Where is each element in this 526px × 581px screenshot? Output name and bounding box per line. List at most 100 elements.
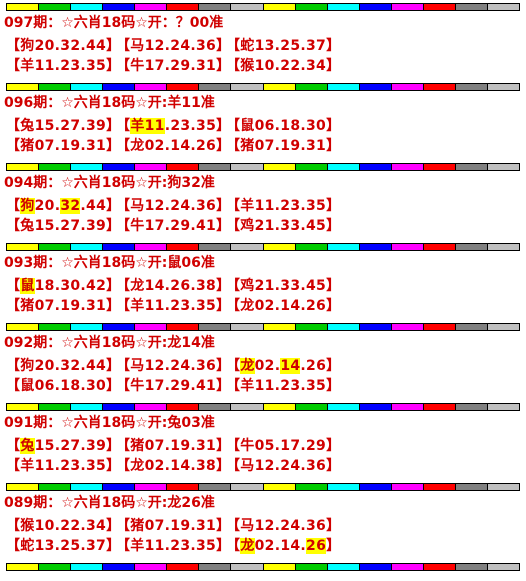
bar-cell xyxy=(231,164,264,170)
item-text: .23.35】 xyxy=(164,118,231,134)
item-text: 【牛17.29.41】 xyxy=(116,378,231,394)
bar-cell xyxy=(359,84,392,90)
period-header: 091期：☆六肖18码☆开:兔03准 xyxy=(4,415,215,431)
item-text: 【猪07.19.31】 xyxy=(226,138,341,154)
color-bar xyxy=(6,83,520,91)
zodiac-item: 【猴10.22.34】 xyxy=(6,515,120,535)
bar-cell xyxy=(39,84,72,90)
item-text: 【猪07.19.31】 xyxy=(6,298,121,314)
color-bar xyxy=(6,403,520,411)
zodiac-item: 【鸡21.33.45】 xyxy=(226,215,340,235)
zodiac-item: 【马12.24.36】 xyxy=(116,35,230,55)
bar-cell xyxy=(295,84,328,90)
bar-cell xyxy=(71,404,104,410)
bar-cell xyxy=(327,244,360,250)
zodiac-item: 【龙02.14.26】 xyxy=(226,535,340,555)
bar-cell xyxy=(487,484,519,490)
zodiac-item: 【鼠06.18.30】 xyxy=(226,115,340,135)
item-text: 【羊11.23.35】 xyxy=(226,198,341,214)
item-text: 【羊11.23.35】 xyxy=(6,458,121,474)
item-text: .44】 xyxy=(80,198,121,214)
zodiac-item: 【兔15.27.39】 xyxy=(6,115,120,135)
bar-cell xyxy=(7,4,40,10)
period-block: 091期：☆六肖18码☆开:兔03准 【兔15.27.39】【猪07.19.31】… xyxy=(0,403,526,483)
bar-cell xyxy=(231,84,264,90)
bar-cell xyxy=(327,84,360,90)
item-text: 18.30.42】 xyxy=(34,278,121,294)
bar-cell xyxy=(135,244,168,250)
bar-cell xyxy=(295,564,328,570)
bar-cell xyxy=(167,164,200,170)
bar-cell xyxy=(167,404,200,410)
item-text: 【龙02.14.26】 xyxy=(226,298,341,314)
bar-cell xyxy=(391,564,424,570)
hit-highlight: 32 xyxy=(60,198,81,214)
item-text: 【鼠06.18.30】 xyxy=(226,118,341,134)
bar-cell xyxy=(135,564,168,570)
bar-cell xyxy=(39,564,72,570)
color-bar xyxy=(6,243,520,251)
zodiac-item: 【牛05.17.29】 xyxy=(226,435,340,455)
bar-cell xyxy=(39,324,72,330)
zodiac-item: 【狗20.32.44】 xyxy=(6,195,120,215)
number-row: 【猪07.19.31】【羊11.23.35】【龙02.14.26】 xyxy=(6,295,340,315)
item-text: 15.27.39】 xyxy=(34,438,121,454)
item-text: 【蛇13.25.37】 xyxy=(226,38,341,54)
zodiac-item: 【猪07.19.31】 xyxy=(6,135,120,155)
bar-cell xyxy=(359,164,392,170)
bar-cell xyxy=(263,164,296,170)
zodiac-item: 【马12.24.36】 xyxy=(226,515,340,535)
period-header: 094期：☆六肖18码☆开:狗32准 xyxy=(4,175,215,191)
zodiac-item: 【马12.24.36】 xyxy=(116,195,230,215)
bar-cell xyxy=(71,244,104,250)
item-text: 【牛05.17.29】 xyxy=(226,438,341,454)
bar-cell xyxy=(199,4,232,10)
bar-cell xyxy=(295,164,328,170)
number-row: 【蛇13.25.37】【羊11.23.35】【龙02.14.26】 xyxy=(6,535,340,555)
bar-cell xyxy=(199,404,232,410)
bar-cell xyxy=(455,484,488,490)
period-block: 092期：☆六肖18码☆开:龙14准 【狗20.32.44】【马12.24.36】… xyxy=(0,323,526,403)
bar-cell xyxy=(423,4,456,10)
zodiac-item: 【牛17.29.41】 xyxy=(116,215,230,235)
bar-cell xyxy=(167,324,200,330)
zodiac-item: 【猪07.19.31】 xyxy=(116,515,230,535)
item-text: 【羊11.23.35】 xyxy=(116,298,231,314)
number-row: 【鼠06.18.30】【牛17.29.41】【羊11.23.35】 xyxy=(6,375,340,395)
zodiac-item: 【鸡21.33.45】 xyxy=(226,275,340,295)
item-text: 【龙02.14.38】 xyxy=(116,458,231,474)
item-text: 【羊11.23.35】 xyxy=(116,538,231,554)
bar-cell xyxy=(71,324,104,330)
hit-highlight: 兔 xyxy=(20,438,35,454)
bar-cell xyxy=(327,4,360,10)
bar-cell xyxy=(327,484,360,490)
bar-cell xyxy=(71,484,104,490)
bar-cell xyxy=(263,484,296,490)
zodiac-item: 【龙02.14.26】 xyxy=(226,355,340,375)
bar-cell xyxy=(423,244,456,250)
bar-cell xyxy=(391,324,424,330)
bar-cell xyxy=(167,484,200,490)
bar-cell xyxy=(231,244,264,250)
bar-cell xyxy=(391,484,424,490)
zodiac-item: 【马12.24.36】 xyxy=(226,455,340,475)
bar-cell xyxy=(135,84,168,90)
bar-cell xyxy=(231,404,264,410)
bar-cell xyxy=(103,84,136,90)
item-text: 【猴10.22.34】 xyxy=(226,58,341,74)
item-text: 02. xyxy=(254,358,281,374)
bar-cell xyxy=(263,244,296,250)
item-text: 【猪07.19.31】 xyxy=(116,518,231,534)
bar-cell xyxy=(455,564,488,570)
zodiac-item: 【羊11.23.35】 xyxy=(116,295,230,315)
item-text: 【兔15.27.39】 xyxy=(6,118,121,134)
item-text: 【猪07.19.31】 xyxy=(116,438,231,454)
bar-cell xyxy=(7,244,40,250)
number-row: 【狗20.32.44】【马12.24.36】【蛇13.25.37】 xyxy=(6,35,340,55)
bar-cell xyxy=(455,404,488,410)
bar-cell xyxy=(487,84,519,90)
color-bar xyxy=(6,563,520,571)
zodiac-item: 【羊11.23.35】 xyxy=(116,535,230,555)
bar-cell xyxy=(327,404,360,410)
item-text: 【马12.24.36】 xyxy=(226,458,341,474)
